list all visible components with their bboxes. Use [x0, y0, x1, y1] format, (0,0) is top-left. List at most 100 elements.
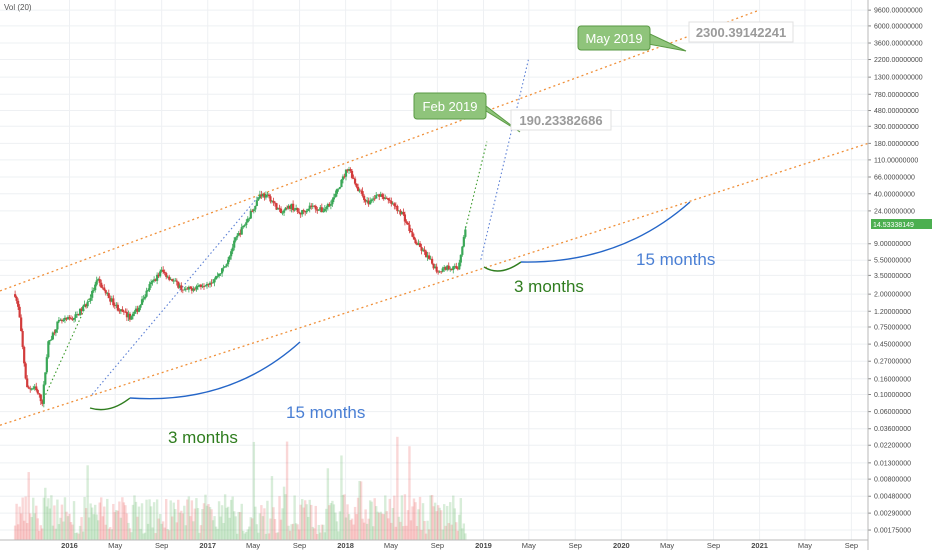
- candle-body: [285, 207, 289, 209]
- volume-bar: [225, 507, 228, 540]
- candle-body: [264, 194, 268, 198]
- x-tick-label: May: [246, 541, 260, 550]
- candle-body: [193, 288, 197, 290]
- volume-bar: [359, 481, 363, 540]
- volume-bar: [441, 529, 444, 540]
- volume-bar: [420, 529, 423, 540]
- candle-body: [140, 299, 144, 305]
- last-price-label: 14.53338149: [873, 222, 914, 229]
- volume-bar: [282, 486, 286, 540]
- candle-body: [204, 285, 207, 287]
- candle-body: [443, 267, 446, 269]
- candle-body: [85, 304, 88, 307]
- candle-body: [17, 300, 20, 307]
- y-tick-label: 0.45000000: [874, 342, 911, 349]
- candle-body: [349, 169, 352, 171]
- candle-body: [335, 189, 339, 194]
- volume-bar: [237, 511, 240, 540]
- volume-bar: [349, 520, 352, 540]
- volume-bar: [19, 513, 23, 540]
- volume-bar: [421, 503, 425, 540]
- candle-body: [71, 319, 74, 321]
- candle-body: [208, 282, 212, 285]
- volume-bar: [16, 524, 20, 540]
- volume-bar: [219, 516, 222, 540]
- candle-body: [350, 170, 354, 178]
- volume-bar: [148, 499, 151, 540]
- volume-bar: [319, 532, 322, 540]
- candle-body: [234, 237, 237, 241]
- volume-bar: [251, 518, 254, 540]
- volume-bar: [48, 508, 52, 540]
- volume-bar: [146, 523, 150, 540]
- candle-body: [295, 208, 298, 210]
- callout-feb-2019[interactable]: Feb 2019: [413, 92, 521, 133]
- volume-bar: [239, 512, 242, 540]
- volume-bar: [246, 529, 249, 540]
- candle-body: [322, 211, 325, 213]
- volume-bar: [370, 501, 373, 540]
- volume-bar: [379, 511, 382, 540]
- y-tick-label: 6000.00000000: [874, 23, 923, 30]
- volume-bar: [364, 509, 367, 540]
- candle-body: [165, 273, 168, 277]
- y-tick-label: 0.16000000: [874, 376, 911, 383]
- candle-body: [414, 239, 417, 244]
- volume-bar: [302, 507, 305, 540]
- volume-bar: [462, 523, 466, 540]
- volume-bar: [139, 528, 142, 540]
- volume-bar: [122, 502, 126, 540]
- projection-1: [480, 57, 530, 260]
- volume-bar: [193, 508, 197, 540]
- callout-feb-2019-label: Feb 2019: [423, 99, 478, 114]
- candle-body: [347, 169, 351, 171]
- candle-body: [400, 212, 403, 215]
- volume-bar: [106, 498, 109, 540]
- candle-body: [287, 205, 290, 209]
- volume-bar: [303, 500, 307, 540]
- volume-bar: [133, 495, 136, 540]
- candle-body: [356, 186, 360, 191]
- volume-bar: [32, 497, 35, 540]
- volume-bar: [308, 499, 311, 540]
- candle-body: [447, 265, 450, 270]
- candle-body: [313, 205, 316, 207]
- candle-body: [373, 198, 376, 200]
- candle-body: [358, 190, 361, 192]
- candle-body: [384, 197, 387, 200]
- candle-body: [316, 209, 319, 211]
- x-tick-label: Sep: [569, 541, 582, 550]
- candle-body: [237, 233, 240, 236]
- volume-bar: [160, 523, 163, 540]
- candle-body: [437, 271, 440, 273]
- candle-body: [27, 387, 30, 389]
- volume-bar: [352, 524, 355, 540]
- volume-bar: [207, 504, 210, 540]
- candle-body: [160, 269, 163, 272]
- callout-may-2019[interactable]: May 2019: [577, 25, 687, 52]
- volume-bar: [187, 496, 191, 540]
- candle-body: [417, 243, 420, 245]
- candle-body: [423, 249, 426, 252]
- candle-body: [228, 256, 231, 260]
- target-2300[interactable]: 2300.39142241: [688, 21, 794, 43]
- candle-body: [103, 287, 106, 291]
- candle-body: [119, 309, 122, 312]
- candle-body: [282, 210, 286, 213]
- target-190[interactable]: 190.23382686: [510, 109, 612, 131]
- candle-body: [14, 294, 17, 297]
- candle-body: [159, 271, 162, 277]
- candle-body: [379, 194, 382, 197]
- candle-body: [36, 390, 39, 394]
- annotation-3-months-2018: 3 months: [514, 277, 584, 296]
- candle-body: [198, 284, 201, 287]
- candle-body: [45, 357, 48, 373]
- candle-body: [156, 274, 159, 281]
- y-tick-label: 780.00000000: [874, 92, 919, 99]
- candle-body: [372, 198, 375, 200]
- volume-bar: [334, 512, 337, 540]
- candle-body: [15, 296, 18, 301]
- volume-bar: [270, 476, 274, 540]
